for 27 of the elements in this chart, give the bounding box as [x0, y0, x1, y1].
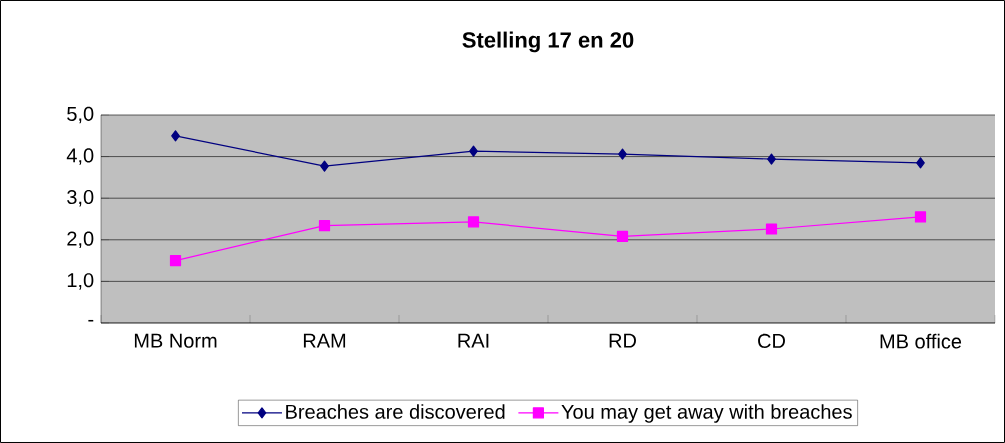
point — [914, 211, 927, 223]
y-tick-label: 1,0 — [67, 273, 94, 290]
point — [169, 254, 182, 267]
x-tick-label: CD — [758, 333, 785, 349]
legend-label: Breaches are discovered — [286, 404, 505, 419]
point — [320, 160, 329, 172]
y-tick-label: - — [88, 319, 94, 322]
point — [765, 223, 778, 235]
point — [616, 230, 629, 243]
legend-label: You may get away with breaches — [561, 404, 852, 423]
x-tick-label: RD — [609, 333, 636, 348]
y-tick-label: 5,0 — [67, 106, 94, 124]
x-tick-label: MB office — [880, 333, 962, 349]
point — [618, 148, 627, 160]
point — [467, 216, 480, 228]
x-tick-label: MB Norm — [134, 333, 217, 348]
y-tick-label: 2,0 — [67, 231, 94, 249]
point — [318, 220, 331, 232]
y-tick-label: 4,0 — [66, 148, 94, 165]
point — [171, 130, 180, 142]
point — [469, 145, 478, 157]
x-tick-label: RAI — [458, 333, 489, 348]
x-tick-label: RAM — [303, 333, 346, 348]
point — [916, 157, 925, 169]
y-tick-label: 3,0 — [67, 189, 94, 207]
chart-title: Stelling 17 en 20 — [462, 31, 634, 53]
point — [767, 153, 776, 165]
